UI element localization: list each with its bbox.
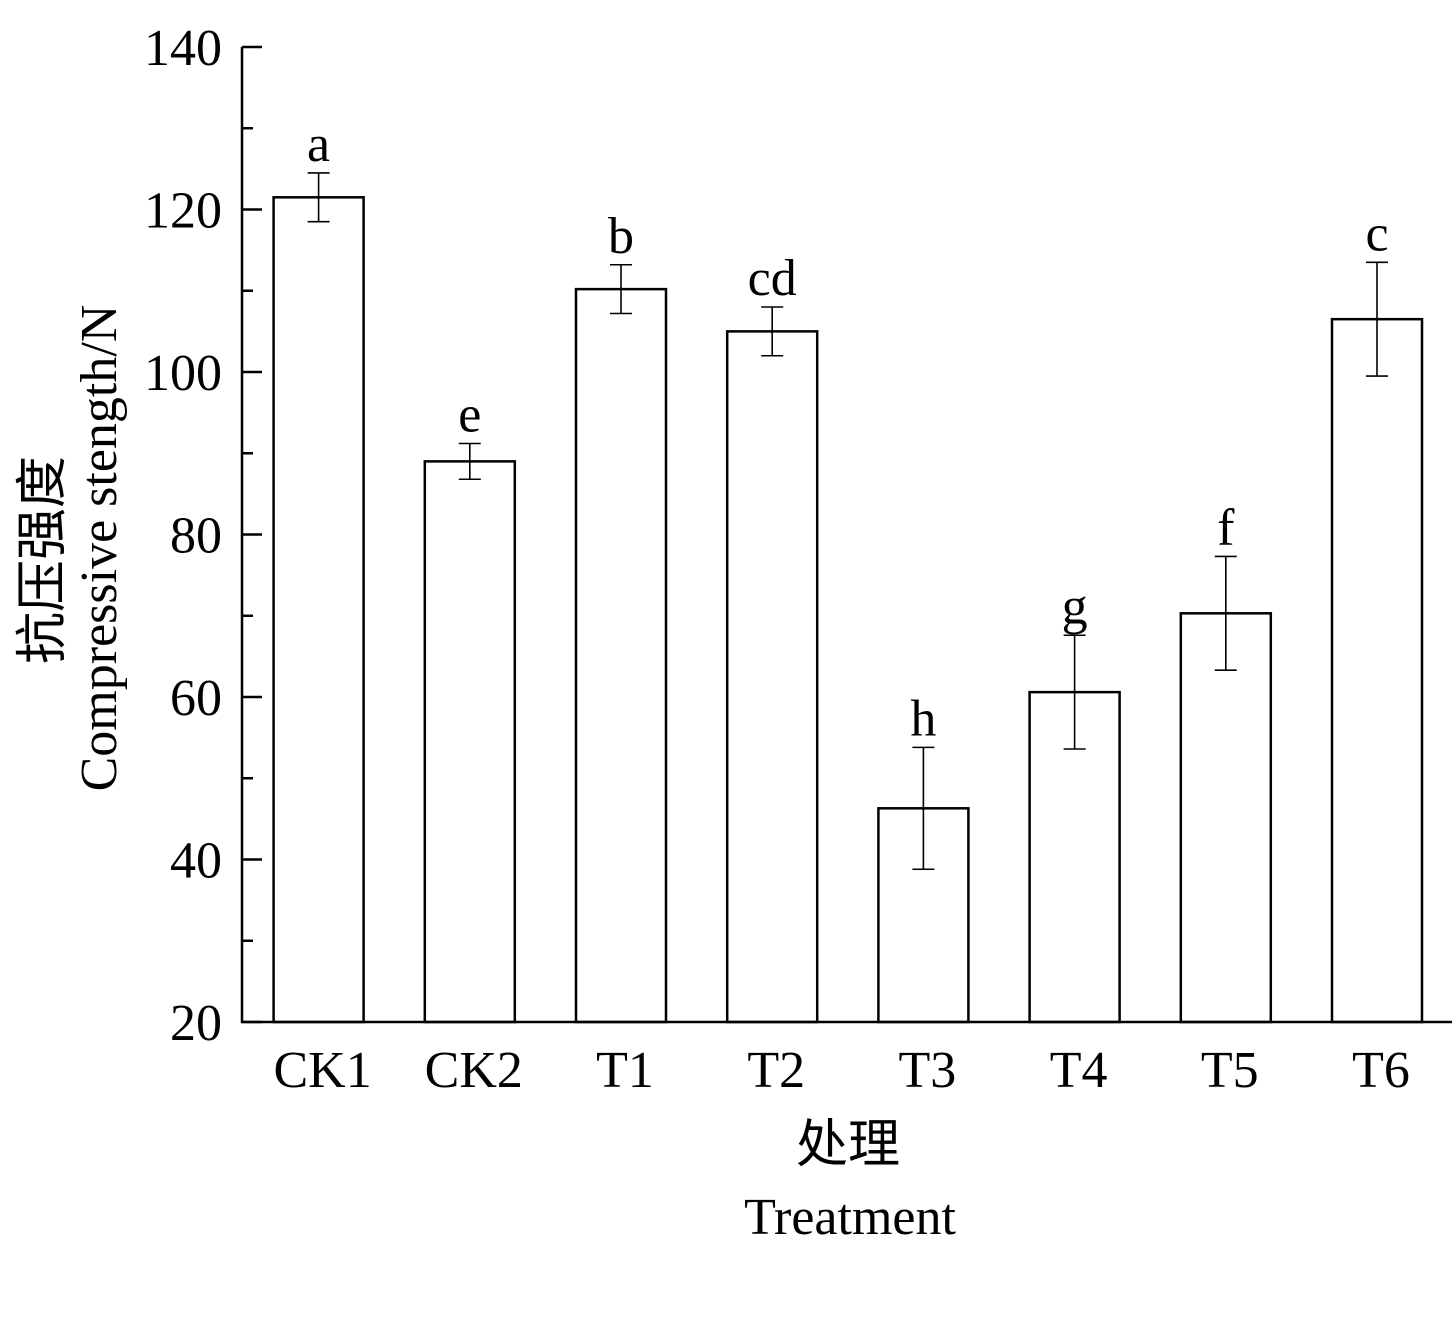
error-bars-group <box>307 172 1388 871</box>
bar-t5 <box>1179 612 1273 1024</box>
x-tick-label: T6 <box>1352 1042 1410 1099</box>
x-axis-title-cn: 处理 <box>796 1117 900 1174</box>
y-tick-label: 80 <box>170 508 222 565</box>
y-tick-label: 40 <box>170 833 222 890</box>
x-tick-labels-group: CK1 CK2 T1 T2 T3 T4 T5 T6 <box>273 1042 1409 1099</box>
x-axis-title: Treatment <box>744 1189 956 1246</box>
bar-t6 <box>1330 317 1424 1024</box>
significance-label: g <box>1062 578 1088 635</box>
bars-group <box>272 196 1424 1024</box>
significance-label: c <box>1365 205 1388 262</box>
y-axis-title-cn: 抗压强度 <box>15 456 72 664</box>
significance-label: a <box>307 116 330 173</box>
y-ticks-group: 20 40 60 80 100 120 140 <box>144 20 262 1052</box>
y-tick-label: 20 <box>170 995 222 1052</box>
bar-ck2 <box>423 460 517 1024</box>
x-tick-label: T1 <box>596 1042 654 1099</box>
bar-t2 <box>725 330 819 1024</box>
y-tick-label: 60 <box>170 670 222 727</box>
significance-labels-group: a e b cd h g f c <box>307 116 1388 747</box>
significance-label: h <box>910 690 936 747</box>
significance-label: f <box>1217 499 1235 556</box>
significance-label: e <box>458 387 481 444</box>
x-tick-label: T5 <box>1201 1042 1259 1099</box>
y-tick-label: 140 <box>144 20 222 77</box>
bar-t1 <box>574 287 668 1024</box>
significance-label: cd <box>748 250 797 307</box>
x-tick-label: T3 <box>899 1042 957 1099</box>
x-tick-label: CK2 <box>425 1042 523 1099</box>
significance-label: b <box>608 208 634 265</box>
bar-ck1 <box>272 196 365 1024</box>
y-tick-label: 120 <box>144 183 222 240</box>
x-tick-label: T4 <box>1050 1042 1108 1099</box>
y-tick-label: 100 <box>144 345 222 402</box>
x-tick-label: T2 <box>747 1042 805 1099</box>
x-tick-label: CK1 <box>273 1042 371 1099</box>
y-axis-title: Compressive stength/N <box>71 305 128 792</box>
